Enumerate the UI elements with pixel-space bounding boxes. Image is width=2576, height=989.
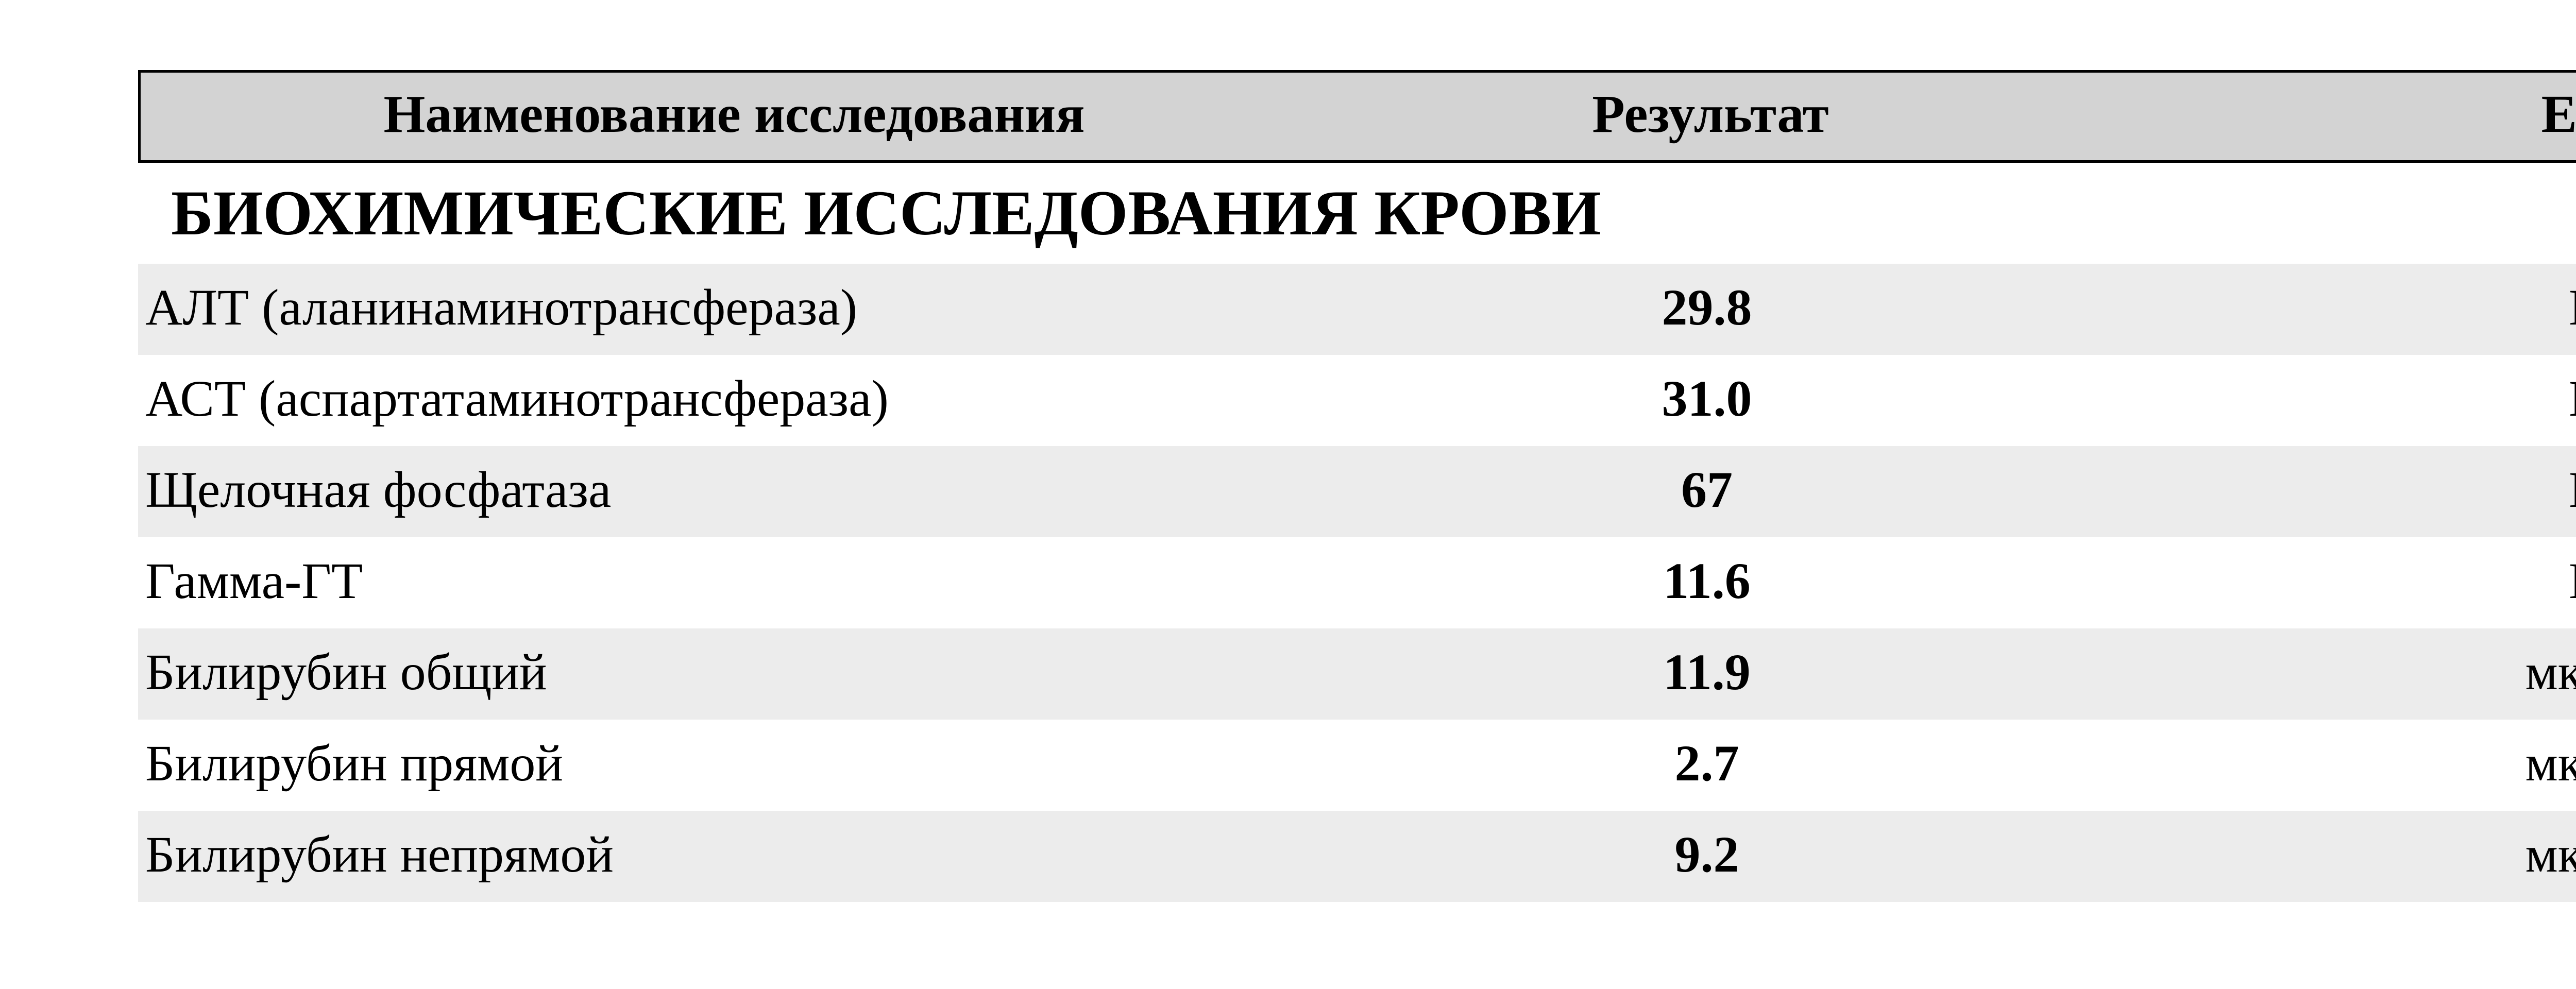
header-cell-result: Результат <box>1592 84 1829 144</box>
table-row: Билирубин непрямой 9.2 мкмоль/л 1.7 - 17… <box>138 811 2576 902</box>
header-cell-units: Ед. изм. <box>2541 84 2576 144</box>
table-row: АСТ (аспартатаминотрансфераза) 31.0 МЕ/л… <box>138 355 2576 446</box>
table-header-row: Наименование исследования Результат Ед. … <box>138 70 2576 163</box>
cell-test-name: АСТ (аспартатаминотрансфераза) <box>145 369 889 427</box>
cell-units: МЕ/л <box>2569 555 2576 607</box>
cell-result: 11.9 <box>1663 643 1751 701</box>
cell-units: МЕ/л <box>2569 464 2576 516</box>
cell-test-name: АЛТ (аланинаминотрансфераза) <box>145 278 858 336</box>
section-title: БИОХИМИЧЕСКИЕ ИССЛЕДОВАНИЯ КРОВИ <box>171 178 1601 248</box>
cell-test-name: Билирубин прямой <box>145 734 563 792</box>
cell-result: 31.0 <box>1662 369 1752 427</box>
cell-units: мкмоль/л <box>2525 734 2576 792</box>
cell-units: мкмоль/л <box>2525 825 2576 883</box>
cell-result: 2.7 <box>1674 734 1739 792</box>
cell-test-name: Гамма-ГТ <box>145 552 363 609</box>
header-cell-test-name: Наименование исследования <box>383 84 1085 144</box>
table-row: АЛТ (аланинаминотрансфераза) 29.8 МЕ/л 0… <box>138 264 2576 355</box>
cell-test-name: Билирубин общий <box>145 643 547 701</box>
cell-result: 67 <box>1681 461 1733 518</box>
cell-test-name: Щелочная фосфатаза <box>145 461 612 518</box>
cell-test-name: Билирубин непрямой <box>145 825 614 883</box>
cell-result: 9.2 <box>1674 825 1739 883</box>
table-row: Гамма-ГТ 11.6 МЕ/л 0 - 55 <box>138 537 2576 628</box>
table-row: Билирубин прямой 2.7 мкмоль/л 0 - 3.4 <box>138 720 2576 811</box>
table-row: Билирубин общий 11.9 мкмоль/л 5 - 21 <box>138 628 2576 720</box>
cell-result: 11.6 <box>1663 552 1751 609</box>
cell-units: мкмоль/л <box>2525 643 2576 701</box>
table-row: Щелочная фосфатаза 67 МЕ/л 30 - 120 <box>138 446 2576 537</box>
cell-units: МЕ/л <box>2569 372 2576 424</box>
cell-result: 29.8 <box>1662 278 1752 336</box>
cell-units: МЕ/л <box>2569 281 2576 333</box>
